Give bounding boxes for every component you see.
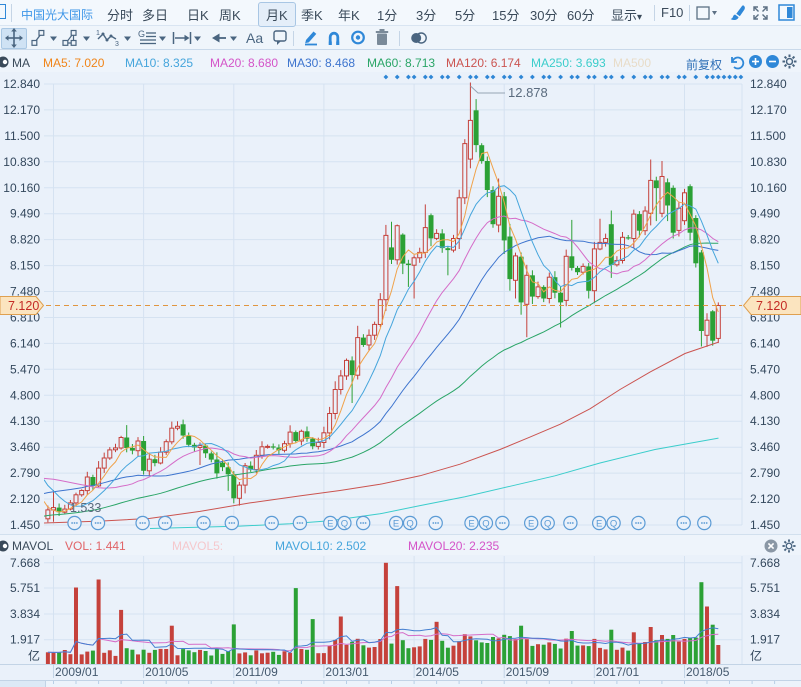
svg-text:4.800: 4.800 xyxy=(10,388,40,402)
svg-text:3.834: 3.834 xyxy=(10,607,40,621)
svg-text:3.834: 3.834 xyxy=(750,607,780,621)
svg-text:亿: 亿 xyxy=(750,648,762,663)
svg-text:2.790: 2.790 xyxy=(10,466,40,480)
svg-text:9.490: 9.490 xyxy=(10,207,40,221)
svg-text:Q: Q xyxy=(406,519,413,530)
svg-text:4.800: 4.800 xyxy=(750,388,780,402)
svg-text:12.878: 12.878 xyxy=(508,85,548,100)
svg-text:2.790: 2.790 xyxy=(750,466,780,480)
svg-text:6.140: 6.140 xyxy=(750,336,780,350)
svg-text:5.470: 5.470 xyxy=(10,362,40,376)
svg-text:5.470: 5.470 xyxy=(750,362,780,376)
svg-text:7.480: 7.480 xyxy=(10,285,40,299)
svg-text:2.120: 2.120 xyxy=(750,492,780,506)
svg-text:3: 3 xyxy=(115,41,119,48)
svg-text:12.170: 12.170 xyxy=(3,103,40,117)
svg-text:1: 1 xyxy=(96,30,100,37)
svg-text:E: E xyxy=(468,519,474,530)
svg-text:2017/01: 2017/01 xyxy=(596,665,640,679)
svg-text:1.917: 1.917 xyxy=(10,633,40,647)
svg-text:2014/05: 2014/05 xyxy=(416,665,460,679)
svg-text:8.820: 8.820 xyxy=(10,233,40,247)
svg-text:E: E xyxy=(528,519,534,530)
svg-text:7.120: 7.120 xyxy=(756,299,787,313)
svg-text:2015/09: 2015/09 xyxy=(506,665,550,679)
svg-text:11.500: 11.500 xyxy=(750,129,786,143)
svg-text:4.130: 4.130 xyxy=(750,414,780,428)
svg-text:亿: 亿 xyxy=(28,648,40,663)
svg-text:12.840: 12.840 xyxy=(3,77,40,91)
svg-text:1.917: 1.917 xyxy=(750,633,780,647)
svg-text:7.480: 7.480 xyxy=(750,285,780,299)
svg-text:G: G xyxy=(138,29,145,39)
svg-text:9.490: 9.490 xyxy=(750,207,780,221)
svg-text:3.460: 3.460 xyxy=(750,440,780,454)
svg-text:2018/05: 2018/05 xyxy=(686,665,730,679)
svg-text:6.140: 6.140 xyxy=(10,336,40,350)
svg-text:E: E xyxy=(327,519,333,530)
svg-text:2.120: 2.120 xyxy=(10,492,40,506)
svg-text:2013/01: 2013/01 xyxy=(325,665,369,679)
svg-text:7.120: 7.120 xyxy=(8,299,39,313)
svg-text:7.668: 7.668 xyxy=(10,556,40,570)
svg-text:2010/05: 2010/05 xyxy=(145,665,189,679)
svg-text:8.820: 8.820 xyxy=(750,233,780,247)
svg-text:1.450: 1.450 xyxy=(10,518,40,532)
svg-text:10.160: 10.160 xyxy=(750,181,787,195)
svg-text:10.830: 10.830 xyxy=(3,155,40,169)
svg-text:1.533: 1.533 xyxy=(70,501,101,515)
svg-text:5.751: 5.751 xyxy=(750,581,780,595)
svg-text:Q: Q xyxy=(544,519,551,530)
svg-text:7.668: 7.668 xyxy=(750,556,780,570)
svg-text:11.500: 11.500 xyxy=(4,129,40,143)
svg-text:E: E xyxy=(393,519,399,530)
svg-text:8.150: 8.150 xyxy=(750,259,780,273)
svg-text:E: E xyxy=(596,519,602,530)
svg-text:10.830: 10.830 xyxy=(750,155,787,169)
svg-text:1.450: 1.450 xyxy=(750,518,780,532)
svg-text:2011/09: 2011/09 xyxy=(235,665,278,679)
svg-text:4.130: 4.130 xyxy=(10,414,40,428)
svg-text:Q: Q xyxy=(610,519,617,530)
svg-text:Q: Q xyxy=(482,519,489,530)
svg-text:5.751: 5.751 xyxy=(10,581,40,595)
svg-text:12.840: 12.840 xyxy=(750,77,787,91)
svg-text:3.460: 3.460 xyxy=(10,440,40,454)
svg-text:8.150: 8.150 xyxy=(10,259,40,273)
svg-text:10.160: 10.160 xyxy=(3,181,40,195)
svg-text:Q: Q xyxy=(341,519,348,530)
svg-text:2009/01: 2009/01 xyxy=(55,665,99,679)
svg-text:12.170: 12.170 xyxy=(750,103,787,117)
